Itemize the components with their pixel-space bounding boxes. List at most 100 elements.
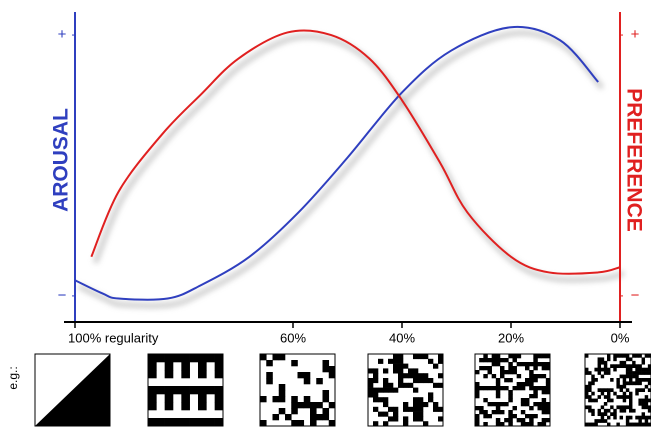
pattern-cell	[533, 374, 538, 379]
pattern-cell	[428, 392, 434, 398]
pattern-cell	[603, 408, 608, 413]
pattern-cell	[647, 408, 651, 413]
pattern-cell	[398, 358, 404, 364]
pattern-cell	[600, 388, 605, 393]
pattern-cell	[483, 374, 488, 379]
pattern-cell	[508, 414, 513, 419]
pattern-cell	[413, 378, 419, 384]
pattern-cell	[291, 408, 298, 415]
pattern-cell	[214, 370, 224, 379]
pattern-cell	[625, 419, 630, 423]
pattern-cell	[625, 367, 630, 372]
pattern-cell	[588, 395, 592, 399]
pattern-cell	[629, 371, 633, 375]
pattern-cell	[398, 368, 404, 374]
pattern-cell	[393, 411, 399, 417]
pattern-cell	[591, 412, 595, 417]
pattern-cell	[641, 415, 646, 420]
pattern-cell	[181, 370, 190, 379]
pattern-cell	[647, 378, 651, 382]
pattern-cell	[537, 386, 542, 391]
pattern-cell	[629, 381, 633, 386]
pattern-cell	[629, 374, 633, 379]
pattern-cell	[495, 362, 501, 367]
pattern-cell	[625, 357, 630, 362]
pattern-cell	[632, 360, 636, 365]
pattern-cell	[632, 364, 636, 369]
pattern-cell	[585, 405, 589, 410]
pattern-cell	[520, 398, 526, 403]
pattern-cell	[398, 378, 404, 384]
pattern-cell	[393, 368, 399, 374]
pattern-cell	[500, 366, 505, 371]
pattern-cell	[638, 402, 642, 406]
pattern-cell	[597, 388, 602, 393]
pattern-cell	[641, 412, 646, 417]
pattern-cell	[625, 374, 630, 379]
pattern-cell	[591, 391, 595, 396]
pattern-cell	[597, 408, 602, 413]
pattern-cell	[585, 388, 589, 393]
pattern-cell	[607, 398, 611, 403]
pattern-cell	[475, 390, 480, 395]
pattern-cell	[500, 358, 505, 363]
x-tick-label: 100% regularity	[68, 330, 159, 345]
pattern-cell	[588, 371, 592, 375]
pattern-cell	[418, 373, 424, 379]
pattern-cell	[520, 422, 526, 427]
pattern-cell	[495, 390, 501, 395]
pattern-cell	[373, 421, 379, 427]
pattern-cell	[520, 362, 526, 367]
pattern-cell	[495, 358, 501, 363]
pattern-cell	[214, 394, 224, 403]
pattern-cell	[378, 411, 384, 417]
pattern-cell	[625, 388, 630, 393]
pattern-cell	[383, 397, 389, 403]
pattern-cell	[316, 402, 323, 409]
pattern-cell	[297, 402, 305, 409]
pattern-cell	[585, 391, 589, 396]
pattern-cell	[647, 364, 651, 369]
pattern-cell	[164, 370, 174, 379]
pattern-cell	[508, 370, 513, 375]
pattern-cell	[413, 416, 419, 422]
pattern-cell	[537, 362, 542, 367]
pattern-cell	[164, 394, 174, 403]
pattern-cell	[483, 366, 488, 371]
pattern-cell	[512, 358, 517, 363]
pattern-cell	[260, 396, 267, 403]
pattern-cell	[148, 362, 157, 371]
pattern-cell	[625, 422, 630, 427]
pattern-cell	[644, 384, 649, 389]
pattern-cell	[629, 391, 633, 396]
pattern-cell	[368, 387, 374, 393]
pattern-cell	[520, 402, 526, 407]
pattern-cell	[508, 378, 513, 383]
pattern-cell	[413, 406, 419, 412]
pattern-cell	[541, 402, 547, 407]
pattern-cell	[545, 366, 551, 371]
pattern-cell	[475, 370, 480, 375]
pattern-cell	[622, 395, 627, 399]
pattern-cell	[588, 408, 592, 413]
pattern-cell	[541, 406, 547, 411]
pattern-cell	[585, 371, 589, 375]
pattern-cell	[537, 354, 542, 359]
pattern-cell	[619, 364, 624, 369]
pattern-cell	[148, 402, 157, 411]
pattern-cell	[545, 354, 551, 359]
pattern-cell	[328, 372, 336, 379]
pattern-cell	[588, 405, 592, 410]
pattern-cell	[632, 371, 636, 375]
pattern-cell	[413, 397, 419, 403]
pattern-cell	[322, 366, 330, 373]
pattern-cell	[625, 405, 630, 410]
pattern-cell	[388, 358, 394, 364]
pattern-cell	[495, 406, 501, 411]
pattern-cell	[591, 422, 595, 427]
pattern-cell	[610, 388, 614, 393]
pattern-cell	[635, 364, 639, 369]
pattern-cell	[525, 366, 530, 371]
pattern-cell	[322, 360, 330, 367]
